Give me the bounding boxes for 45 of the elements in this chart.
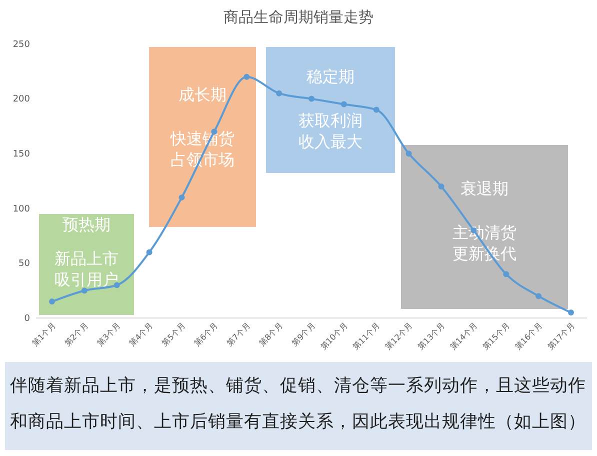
x-tick-label: 第6个月 <box>192 321 220 348</box>
x-tick-label: 第16个月 <box>513 321 544 352</box>
chart-title: 商品生命周期销量走势 <box>224 8 374 26</box>
x-tick-label: 第11个月 <box>351 321 382 352</box>
y-tick-label: 150 <box>12 149 30 160</box>
x-tick-label: 第5个月 <box>160 321 188 348</box>
point <box>406 150 412 157</box>
point <box>178 194 185 200</box>
x-tick-label: 第12个月 <box>384 321 414 352</box>
point <box>438 183 444 190</box>
annotation: 衰退期 <box>460 179 508 198</box>
x-tick-label: 第17个月 <box>546 321 576 352</box>
x-tick-label: 第3个月 <box>95 321 122 348</box>
y-tick-label: 0 <box>24 314 30 324</box>
point <box>373 106 380 113</box>
x-tick-label: 第7个月 <box>225 321 252 348</box>
annotation: 预热期 <box>62 215 110 234</box>
point <box>503 271 510 278</box>
text: 伴随着新品上市，是预热、铺货、促销、清仓等一系列动作，且这些动作和商品上市时间、上市后销量有直接关系，因此表现出规律性（如上图） <box>10 375 587 434</box>
x-tick-label: 第9个月 <box>290 321 317 348</box>
point <box>568 310 574 316</box>
annotation: 成长期 <box>178 85 226 104</box>
y-tick-label: 100 <box>12 204 30 214</box>
x-tick-label: 第8个月 <box>258 321 284 348</box>
point <box>536 293 542 300</box>
y-tick-label: 200 <box>12 94 30 105</box>
point <box>308 96 314 102</box>
point <box>340 101 347 108</box>
annotation: 稳定期 <box>306 67 354 86</box>
point <box>81 288 88 294</box>
x-tick-label: 第15个月 <box>481 321 512 352</box>
point <box>276 90 282 96</box>
point <box>244 74 250 80</box>
y-tick-label: 50 <box>18 259 30 270</box>
x-tick-label: 第1个月 <box>30 321 58 348</box>
x-tick-label: 第10个月 <box>318 321 350 352</box>
x-tick-label: 第4个月 <box>128 321 155 348</box>
annotation: 获取利润收入最大 <box>298 111 362 151</box>
x-tick-label: 第13个月 <box>416 321 447 352</box>
x-tick-label: 第14个月 <box>448 321 480 352</box>
y-tick-label: 250 <box>12 40 30 50</box>
annotation: 新品上市吸引用户 <box>54 249 118 289</box>
x-tick-label: 第2个月 <box>62 321 90 348</box>
point <box>146 249 152 256</box>
point <box>49 298 55 305</box>
